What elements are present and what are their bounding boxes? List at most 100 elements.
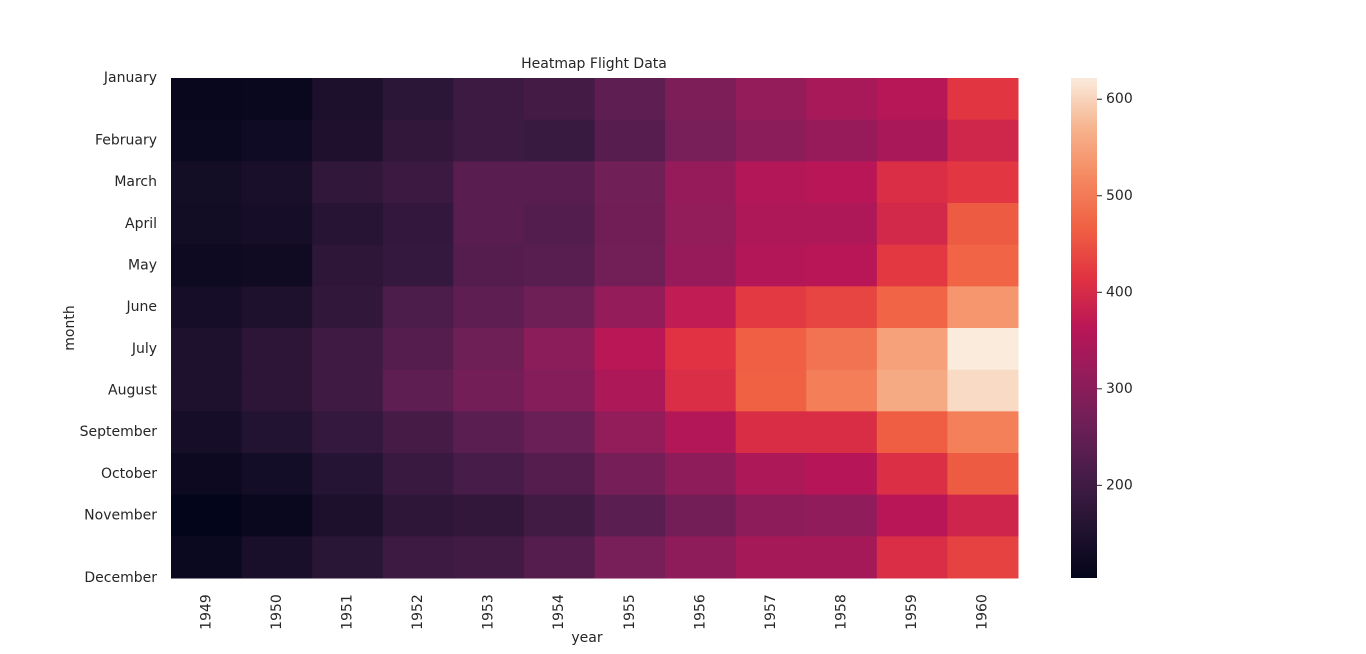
heatmap-cell xyxy=(523,161,595,204)
heatmap-cell xyxy=(947,203,1019,246)
heatmap-cell xyxy=(665,203,737,246)
y-tick-label: November xyxy=(84,508,157,524)
heatmap-cell xyxy=(665,161,737,204)
heatmap-cell xyxy=(523,328,595,371)
heatmap-cell xyxy=(594,203,666,246)
heatmap-cell xyxy=(171,369,243,412)
heatmap-cell xyxy=(312,369,384,412)
chart-title: Heatmap Flight Data xyxy=(521,56,667,72)
heatmap-cell xyxy=(806,328,878,371)
heatmap-cell xyxy=(594,78,666,121)
heatmap-cell xyxy=(241,453,313,496)
y-tick-label: September xyxy=(80,424,158,440)
y-tick-label: August xyxy=(108,383,158,399)
heatmap-cell xyxy=(876,244,948,287)
heatmap-cell xyxy=(171,286,243,329)
heatmap-cell xyxy=(947,78,1019,121)
heatmap-cell xyxy=(876,119,948,162)
heatmap-cell xyxy=(382,494,454,537)
heatmap-cell xyxy=(947,244,1019,287)
heatmap-cell xyxy=(594,411,666,454)
heatmap-cell xyxy=(523,286,595,329)
heatmap-cell xyxy=(523,536,595,579)
heatmap-cell xyxy=(171,328,243,371)
heatmap-cell xyxy=(947,453,1019,496)
heatmap-cell xyxy=(312,161,384,204)
heatmap-cell xyxy=(947,286,1019,329)
y-tick-label: January xyxy=(103,70,157,86)
heatmap-cell xyxy=(171,203,243,246)
heatmap-cell xyxy=(382,78,454,121)
heatmap-cell xyxy=(241,286,313,329)
colorbar xyxy=(1071,78,1097,578)
heatmap-cell xyxy=(876,411,948,454)
heatmap-cell xyxy=(312,78,384,121)
heatmap-cell xyxy=(523,369,595,412)
heatmap-cell xyxy=(594,161,666,204)
heatmap-cell xyxy=(382,119,454,162)
heatmap-cell xyxy=(382,369,454,412)
heatmap-cell xyxy=(241,203,313,246)
heatmap-cell xyxy=(735,78,807,121)
heatmap-cell xyxy=(735,286,807,329)
heatmap-cell xyxy=(312,119,384,162)
heatmap-cell xyxy=(382,536,454,579)
heatmap-cell xyxy=(947,369,1019,412)
heatmap-cell xyxy=(947,119,1019,162)
heatmap-cell xyxy=(947,536,1019,579)
y-tick-label: December xyxy=(84,570,157,586)
heatmap-cell xyxy=(171,244,243,287)
heatmap-cell xyxy=(594,119,666,162)
heatmap-cell xyxy=(453,78,525,121)
heatmap-cell xyxy=(312,203,384,246)
heatmap-cell xyxy=(665,453,737,496)
heatmap-cell xyxy=(876,286,948,329)
heatmap-cell xyxy=(171,411,243,454)
heatmap-cell xyxy=(947,494,1019,537)
heatmap-cell xyxy=(594,369,666,412)
x-tick-label: 1959 xyxy=(904,594,920,630)
x-tick-label: 1951 xyxy=(339,594,355,630)
x-tick-label: 1955 xyxy=(622,594,638,630)
x-tick-label: 1952 xyxy=(410,594,426,630)
heatmap-cell xyxy=(665,78,737,121)
heatmap-cell xyxy=(382,244,454,287)
heatmap-cell xyxy=(523,494,595,537)
x-tick-label: 1956 xyxy=(692,594,708,630)
heatmap-cell xyxy=(876,369,948,412)
heatmap-cell xyxy=(523,453,595,496)
heatmap-cell xyxy=(171,453,243,496)
heatmap-cell xyxy=(241,369,313,412)
heatmap-cell xyxy=(171,161,243,204)
y-tick-label: June xyxy=(126,299,158,315)
heatmap-cell xyxy=(665,536,737,579)
heatmap-cell xyxy=(665,244,737,287)
heatmap-cell xyxy=(382,161,454,204)
x-tick-label: 1953 xyxy=(481,594,497,630)
heatmap-cell xyxy=(171,536,243,579)
heatmap-cell xyxy=(241,328,313,371)
heatmap-cell xyxy=(806,244,878,287)
heatmap-cell xyxy=(876,453,948,496)
y-axis-label: month xyxy=(62,305,78,350)
colorbar-tick-label: 400 xyxy=(1106,284,1133,300)
heatmap-cell xyxy=(312,328,384,371)
heatmap-cell xyxy=(453,369,525,412)
heatmap-cell xyxy=(241,494,313,537)
y-tick-label: March xyxy=(114,174,157,190)
y-tick-label: July xyxy=(131,341,157,357)
heatmap-cell xyxy=(594,286,666,329)
heatmap-cell xyxy=(453,453,525,496)
heatmap-cell xyxy=(382,328,454,371)
heatmap-cell xyxy=(382,411,454,454)
heatmap-cell xyxy=(312,244,384,287)
heatmap-cell xyxy=(453,328,525,371)
heatmap-cell xyxy=(453,244,525,287)
heatmap-cell xyxy=(241,119,313,162)
y-tick-label: October xyxy=(101,466,157,482)
heatmap-cell xyxy=(523,411,595,454)
x-axis-label: year xyxy=(571,630,602,646)
heatmap-cell xyxy=(312,453,384,496)
heatmap-cell xyxy=(806,494,878,537)
